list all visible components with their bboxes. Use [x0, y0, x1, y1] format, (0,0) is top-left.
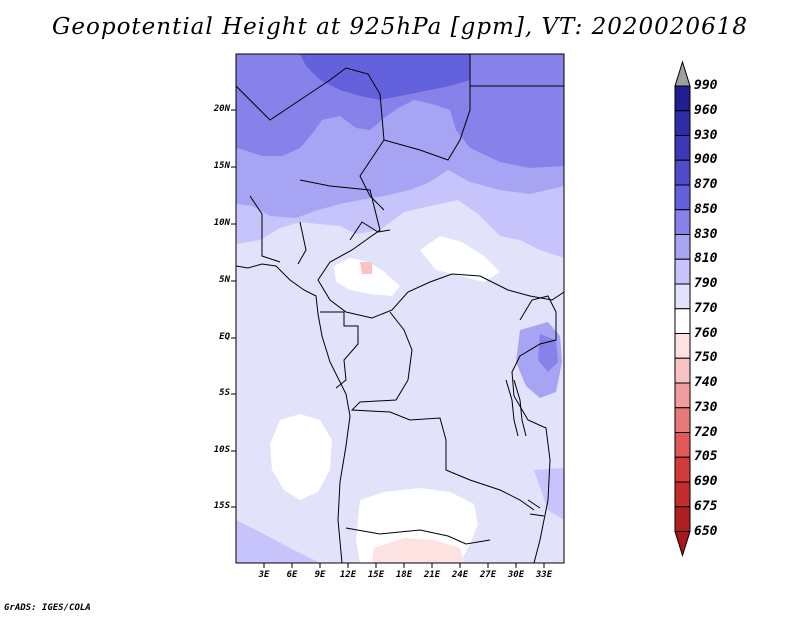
lat-label-15n: 15N — [213, 161, 230, 171]
lon-label-24e: 24E — [451, 570, 469, 580]
lat-label-5n: 5N — [219, 275, 230, 285]
colorbar-label-960: 960 — [694, 103, 718, 118]
lon-label-18e: 18E — [395, 570, 413, 580]
chart-title: Geopotential Height at 925hPa [gpm], VT:… — [52, 14, 748, 40]
colorbar — [674, 60, 691, 558]
border-sahara — [236, 67, 385, 211]
colorbar-box — [674, 481, 691, 508]
field-760-northeast — [420, 236, 500, 282]
lon-label-15e: 15E — [367, 570, 385, 580]
map-fields — [236, 54, 564, 563]
colorbar-label-705: 705 — [694, 449, 718, 464]
field-830 — [236, 54, 564, 168]
colorbar-box — [674, 333, 691, 359]
border-cameroon — [249, 195, 307, 265]
colorbar-box — [674, 234, 691, 260]
colorbar-box — [674, 506, 691, 532]
lat-label-20n: 20N — [213, 104, 230, 114]
colorbar-label-750: 750 — [694, 350, 718, 365]
colorbar-label-990: 990 — [694, 78, 718, 93]
lon-label-27e: 27E — [479, 570, 497, 580]
colorbar-label-720: 720 — [694, 425, 718, 440]
colorbar-box — [674, 258, 691, 285]
lon-label-9e: 9E — [314, 570, 326, 580]
country-borders — [236, 54, 564, 563]
map-ticks — [231, 109, 545, 568]
field-760-west — [270, 414, 332, 500]
lake-malawi — [527, 499, 545, 517]
lon-label-6e: 6E — [286, 570, 298, 580]
colorbar-box — [674, 456, 691, 483]
border-nigeria — [349, 221, 391, 241]
colorbar-label-730: 730 — [694, 400, 718, 415]
colorbar-label-650: 650 — [694, 524, 718, 539]
colorbar-box — [674, 308, 691, 334]
colorbar-box — [674, 382, 691, 409]
colorbar-label-790: 790 — [694, 276, 718, 291]
grads-credit: GrADS: IGES/COLA — [4, 603, 91, 613]
colorbar-box — [674, 85, 691, 112]
colorbar-box — [674, 209, 691, 235]
colorbar-label-850: 850 — [694, 202, 718, 217]
field-790-sw — [236, 520, 320, 563]
lat-label-10s: 10S — [213, 445, 230, 455]
lat-label-eq: EQ — [219, 332, 230, 342]
colorbar-label-870: 870 — [694, 177, 718, 192]
border-angola — [345, 527, 491, 545]
colorbar-box — [674, 407, 691, 433]
border-drc — [350, 311, 535, 511]
coastline-west — [236, 263, 351, 563]
lon-label-33e: 33E — [535, 570, 553, 580]
field-750-south — [372, 538, 464, 563]
colorbar-box — [674, 110, 691, 136]
colorbar-label-760: 760 — [694, 326, 718, 341]
lon-label-12e: 12E — [339, 570, 357, 580]
colorbar-label-690: 690 — [694, 474, 718, 489]
colorbar-bottom-arrow — [674, 531, 691, 558]
border-chad — [383, 54, 471, 161]
colorbar-box — [674, 135, 691, 161]
colorbar-label-810: 810 — [694, 251, 718, 266]
field-850 — [300, 54, 470, 100]
colorbar-label-770: 770 — [694, 301, 718, 316]
border-central — [299, 179, 564, 319]
map-frame — [235, 53, 565, 564]
colorbar-box — [674, 357, 691, 384]
field-790-se — [534, 468, 564, 520]
lon-label-3e: 3E — [258, 570, 270, 580]
colorbar-box — [674, 159, 691, 186]
colorbar-top-arrow — [674, 60, 691, 87]
colorbar-label-675: 675 — [694, 499, 718, 514]
lake-tanganyika — [505, 379, 527, 437]
border-east — [511, 295, 557, 563]
lon-label-21e: 21E — [423, 570, 441, 580]
field-750-north — [360, 262, 372, 274]
lat-label-15s: 15S — [213, 501, 230, 511]
colorbar-label-740: 740 — [694, 375, 718, 390]
border-gabon — [320, 311, 359, 389]
colorbar-label-930: 930 — [694, 128, 718, 143]
lat-label-10n: 10N — [213, 218, 230, 228]
lat-label-5s: 5S — [219, 388, 230, 398]
colorbar-box — [674, 432, 691, 458]
lon-label-30e: 30E — [507, 570, 525, 580]
colorbar-label-900: 900 — [694, 152, 718, 167]
field-760-north — [334, 258, 400, 296]
colorbar-label-830: 830 — [694, 227, 718, 242]
colorbar-box — [674, 184, 691, 211]
colorbar-box — [674, 283, 691, 310]
